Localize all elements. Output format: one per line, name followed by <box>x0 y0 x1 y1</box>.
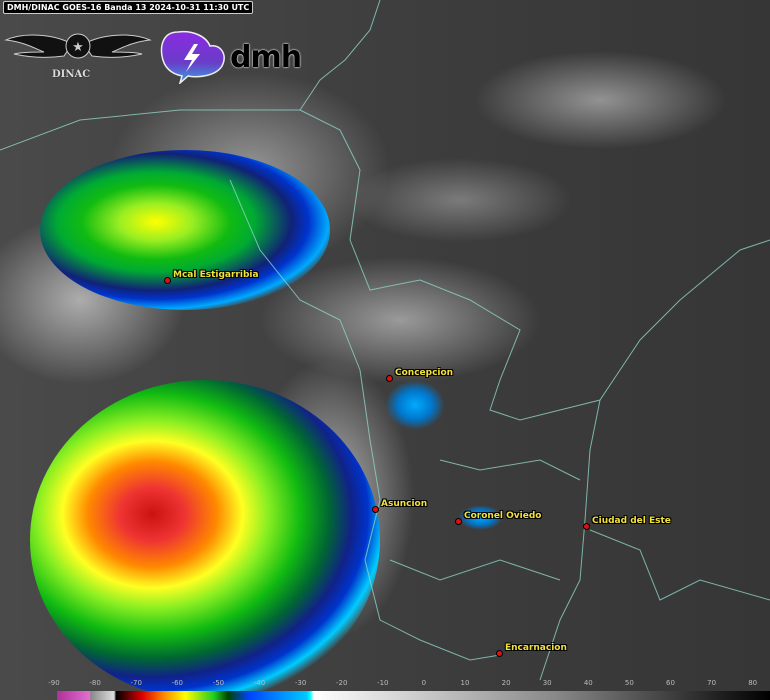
colorbar-tick-label: -20 <box>335 679 348 687</box>
city-concepcion[interactable]: Concepcion <box>386 367 453 382</box>
colorbar-tick-label: 60 <box>666 679 675 687</box>
dmh-logo-text: dmh <box>230 40 302 75</box>
dinac-logo-text: DINAC <box>52 69 91 80</box>
colorbar-tick-label: 20 <box>501 679 511 687</box>
city-marker <box>496 650 503 657</box>
border-line <box>439 459 581 481</box>
city-label: Encarnacion <box>505 642 567 653</box>
temperature-colorbar <box>57 691 770 700</box>
city-marker <box>455 518 462 525</box>
border-line <box>229 179 361 371</box>
colorbar-tick-label: 50 <box>624 679 634 687</box>
city-ciudad-del-este[interactable]: Ciudad del Este <box>583 515 671 530</box>
city-marker <box>386 375 393 382</box>
city-label: Asuncion <box>381 498 428 509</box>
border-line <box>0 109 300 151</box>
colorbar-tick-label: 80 <box>748 679 758 687</box>
border-line <box>389 559 561 581</box>
dmh-cloud-bolt-logo-icon <box>160 30 225 84</box>
storm-cell-north <box>40 150 330 310</box>
dinac-wings-logo-icon: ★ <box>4 33 152 59</box>
city-mcal-estigarribia[interactable]: Mcal Estigarribia <box>164 269 259 284</box>
storm-cell-oviedo <box>458 505 503 530</box>
city-marker <box>164 277 171 284</box>
colorbar-tick-label: 30 <box>542 679 552 687</box>
city-label: Coronel Oviedo <box>464 510 542 521</box>
colorbar-tick-label: -90 <box>48 679 60 687</box>
colorbar-tick-label: 0 <box>421 679 427 687</box>
colorbar-tick-label: -70 <box>130 679 142 687</box>
city-asuncion[interactable]: Asuncion <box>372 498 427 513</box>
colorbar-tick-label: -10 <box>377 679 389 687</box>
border-line <box>589 529 770 601</box>
border-line <box>539 399 601 681</box>
city-encarnacion[interactable]: Encarnacion <box>496 642 567 657</box>
city-marker <box>583 523 590 530</box>
colorbar-tick-label: -50 <box>212 679 225 687</box>
svg-text:★: ★ <box>72 40 84 55</box>
colorbar-tick-label: 40 <box>583 679 593 687</box>
storm-cell-concepcion <box>385 380 445 430</box>
city-label: Ciudad del Este <box>592 515 671 526</box>
city-label: Concepcion <box>395 367 454 378</box>
colorbar-tick-label: -40 <box>253 679 266 687</box>
storm-cell-south <box>30 380 380 700</box>
colorbar-tick-label: 70 <box>707 679 717 687</box>
city-coronel-oviedo[interactable]: Coronel Oviedo <box>455 510 541 525</box>
colorbar-tick-label: -80 <box>89 679 101 687</box>
colorbar-tick-label: -60 <box>171 679 184 687</box>
image-title: DMH/DINAC GOES-16 Banda 13 2024-10-31 11… <box>3 1 254 14</box>
border-line <box>299 0 770 421</box>
colorbar-tick-label: -30 <box>294 679 307 687</box>
border-line <box>359 369 501 661</box>
colorbar-tick-label: 10 <box>460 679 470 687</box>
city-label: Mcal Estigarribia <box>173 269 259 280</box>
city-marker <box>372 506 379 513</box>
